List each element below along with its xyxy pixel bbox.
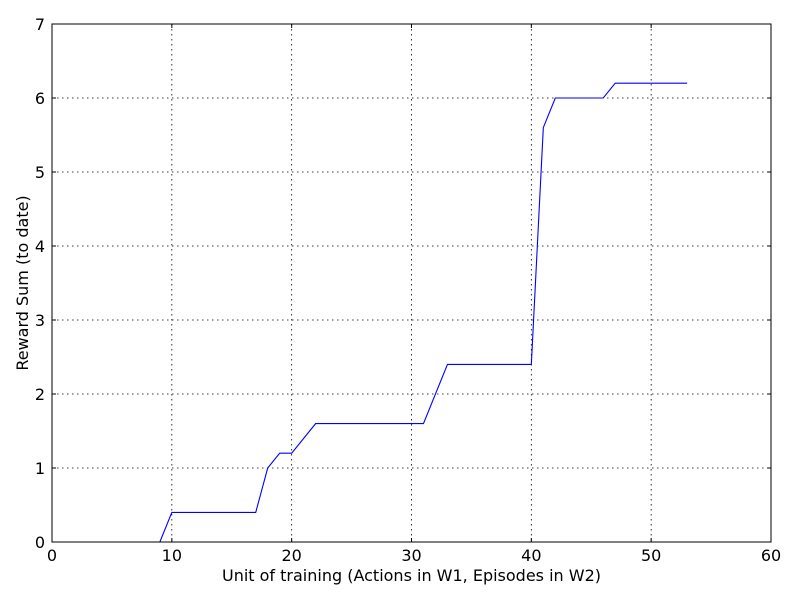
series-line <box>159 82 688 543</box>
y-tick-label: 7 <box>35 15 45 34</box>
x-tick-labels: 0 10 20 30 40 50 60 <box>47 546 781 565</box>
y-tick-label: 4 <box>35 237 45 256</box>
x-tick-label: 0 <box>47 546 57 565</box>
y-axis-label: Reward Sum (to date) <box>13 195 32 370</box>
y-tick-label: 3 <box>35 311 45 330</box>
series-layer <box>159 82 688 543</box>
y-tick-label: 5 <box>35 163 45 182</box>
x-tick-label: 30 <box>401 546 421 565</box>
grid <box>52 24 771 542</box>
y-tick-label: 2 <box>35 385 45 404</box>
x-axis-label: Unit of training (Actions in W1, Episode… <box>222 566 601 585</box>
x-tick-label: 40 <box>521 546 541 565</box>
x-tick-label: 50 <box>641 546 661 565</box>
y-tick-label: 1 <box>35 459 45 478</box>
y-tick-labels: 0 1 2 3 4 5 6 7 <box>35 15 45 552</box>
x-tick-label: 60 <box>761 546 781 565</box>
ticks <box>51 23 772 543</box>
y-tick-label: 0 <box>35 533 45 552</box>
y-tick-label: 6 <box>35 89 45 108</box>
x-tick-label: 20 <box>281 546 301 565</box>
x-tick-label: 10 <box>162 546 182 565</box>
